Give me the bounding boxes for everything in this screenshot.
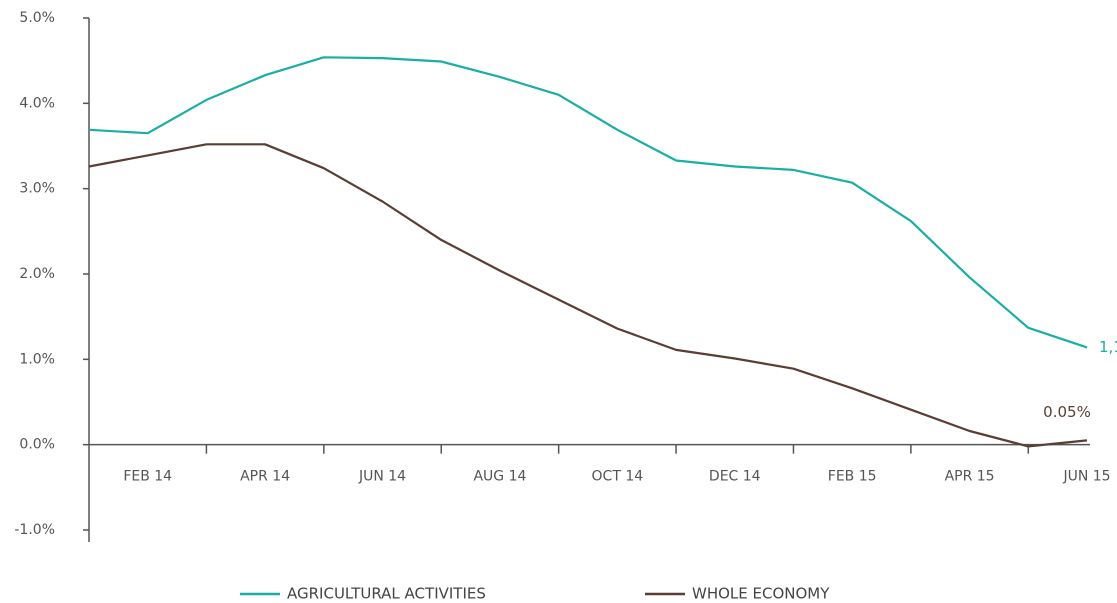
x-tick-label: OCT 14 (592, 469, 644, 485)
legend-label: AGRICULTURAL ACTIVITIES (287, 585, 486, 603)
x-tick-label: JUN 15 (1062, 469, 1110, 485)
x-tick-label: DEC 14 (709, 469, 761, 485)
y-tick-label: 4.0% (19, 95, 55, 111)
value-label: 1,14% (1099, 338, 1117, 356)
x-tick-label: FEB 15 (828, 469, 877, 485)
x-tick-label: FEB 14 (123, 469, 172, 485)
x-tick-label: APR 15 (945, 469, 995, 485)
legend-label: WHOLE ECONOMY (692, 585, 830, 603)
value-label: 0.05% (1043, 403, 1091, 421)
line-series (88, 56, 1088, 349)
y-tick-label: 0.0% (19, 437, 55, 453)
x-tick-label: JUN 14 (358, 469, 406, 485)
y-tick-label: 2.0% (19, 266, 55, 282)
y-tick-label: -1.0% (14, 522, 55, 538)
x-tick-label: AUG 14 (473, 469, 526, 485)
y-tick-label: 5.0% (19, 10, 55, 26)
y-tick-label: 3.0% (19, 181, 55, 197)
line-series (88, 143, 1088, 448)
y-tick-label: 1.0% (19, 351, 55, 367)
x-tick-label: APR 14 (240, 469, 290, 485)
